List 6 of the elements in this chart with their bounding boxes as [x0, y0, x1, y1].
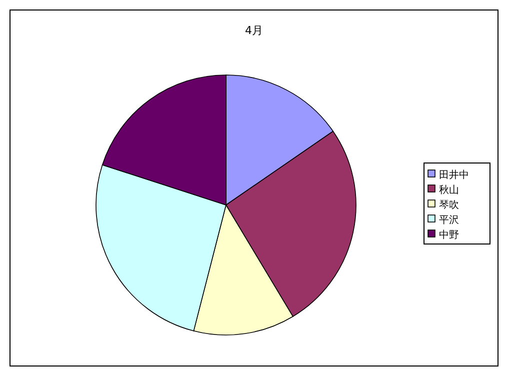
- legend-label: 秋山: [439, 184, 459, 196]
- legend-label: 琴吹: [439, 200, 459, 211]
- legend-label: 中野: [439, 229, 459, 241]
- chart-title: 4月: [245, 24, 263, 37]
- legend-label: 平沢: [439, 214, 459, 226]
- legend-label: 田井中: [439, 169, 469, 181]
